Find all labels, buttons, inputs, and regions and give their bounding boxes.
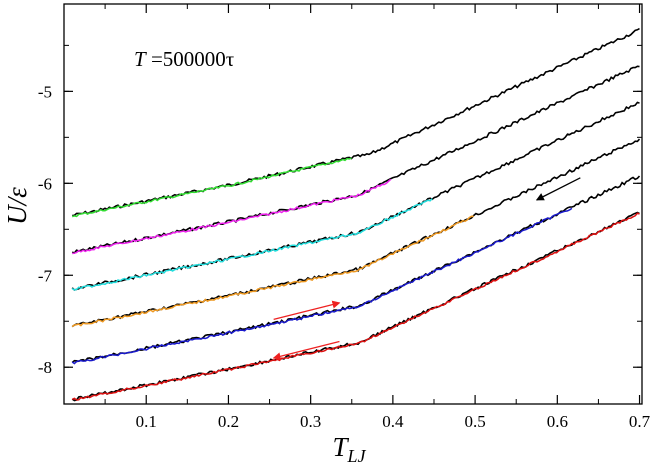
x-axis-label-main: T [332, 432, 349, 462]
x-tick-label: 0.5 [464, 412, 485, 431]
arrow-layer [272, 177, 581, 361]
series-line-black [71, 138, 641, 328]
x-axis-label-sub: LJ [347, 446, 367, 466]
y-tick-label: -7 [38, 266, 53, 285]
annotation-value: =500000τ [146, 47, 235, 71]
series-line-colored [71, 157, 352, 218]
x-tick-label: 0.6 [547, 412, 568, 431]
y-axis-label: U/ε [2, 187, 32, 225]
series-line-black [71, 175, 641, 364]
direction-arrow [272, 340, 340, 361]
y-tick-label: -6 [38, 174, 52, 193]
series-line-black [72, 27, 640, 217]
x-tick-label: 0.1 [136, 412, 157, 431]
x-tick-label: 0.3 [300, 412, 321, 431]
series-line-colored [71, 212, 640, 401]
direction-arrow [273, 300, 341, 321]
series-line-colored [71, 215, 474, 328]
x-tick-label: 0.7 [629, 412, 651, 431]
annotation-T: T [134, 47, 147, 71]
series-line-colored [71, 207, 573, 365]
y-axis-ticks: -8 -7 -6 -5 [38, 44, 642, 377]
direction-arrow [535, 177, 581, 201]
series-line-colored [72, 178, 392, 255]
annotation: T =500000τ [134, 47, 234, 71]
plot-frame [63, 3, 643, 405]
series-line-colored [71, 198, 433, 291]
x-tick-label: 0.4 [382, 412, 404, 431]
y-tick-label: -8 [38, 358, 52, 377]
x-axis-label: TLJ [332, 432, 366, 466]
x-tick-label: 0.2 [218, 412, 239, 431]
x-axis-ticks: 0.1 0.2 0.3 0.4 0.5 0.6 0.7 [104, 4, 651, 431]
y-tick-label: -5 [38, 82, 52, 101]
series-line-black [71, 65, 640, 254]
series-layer [71, 27, 641, 402]
